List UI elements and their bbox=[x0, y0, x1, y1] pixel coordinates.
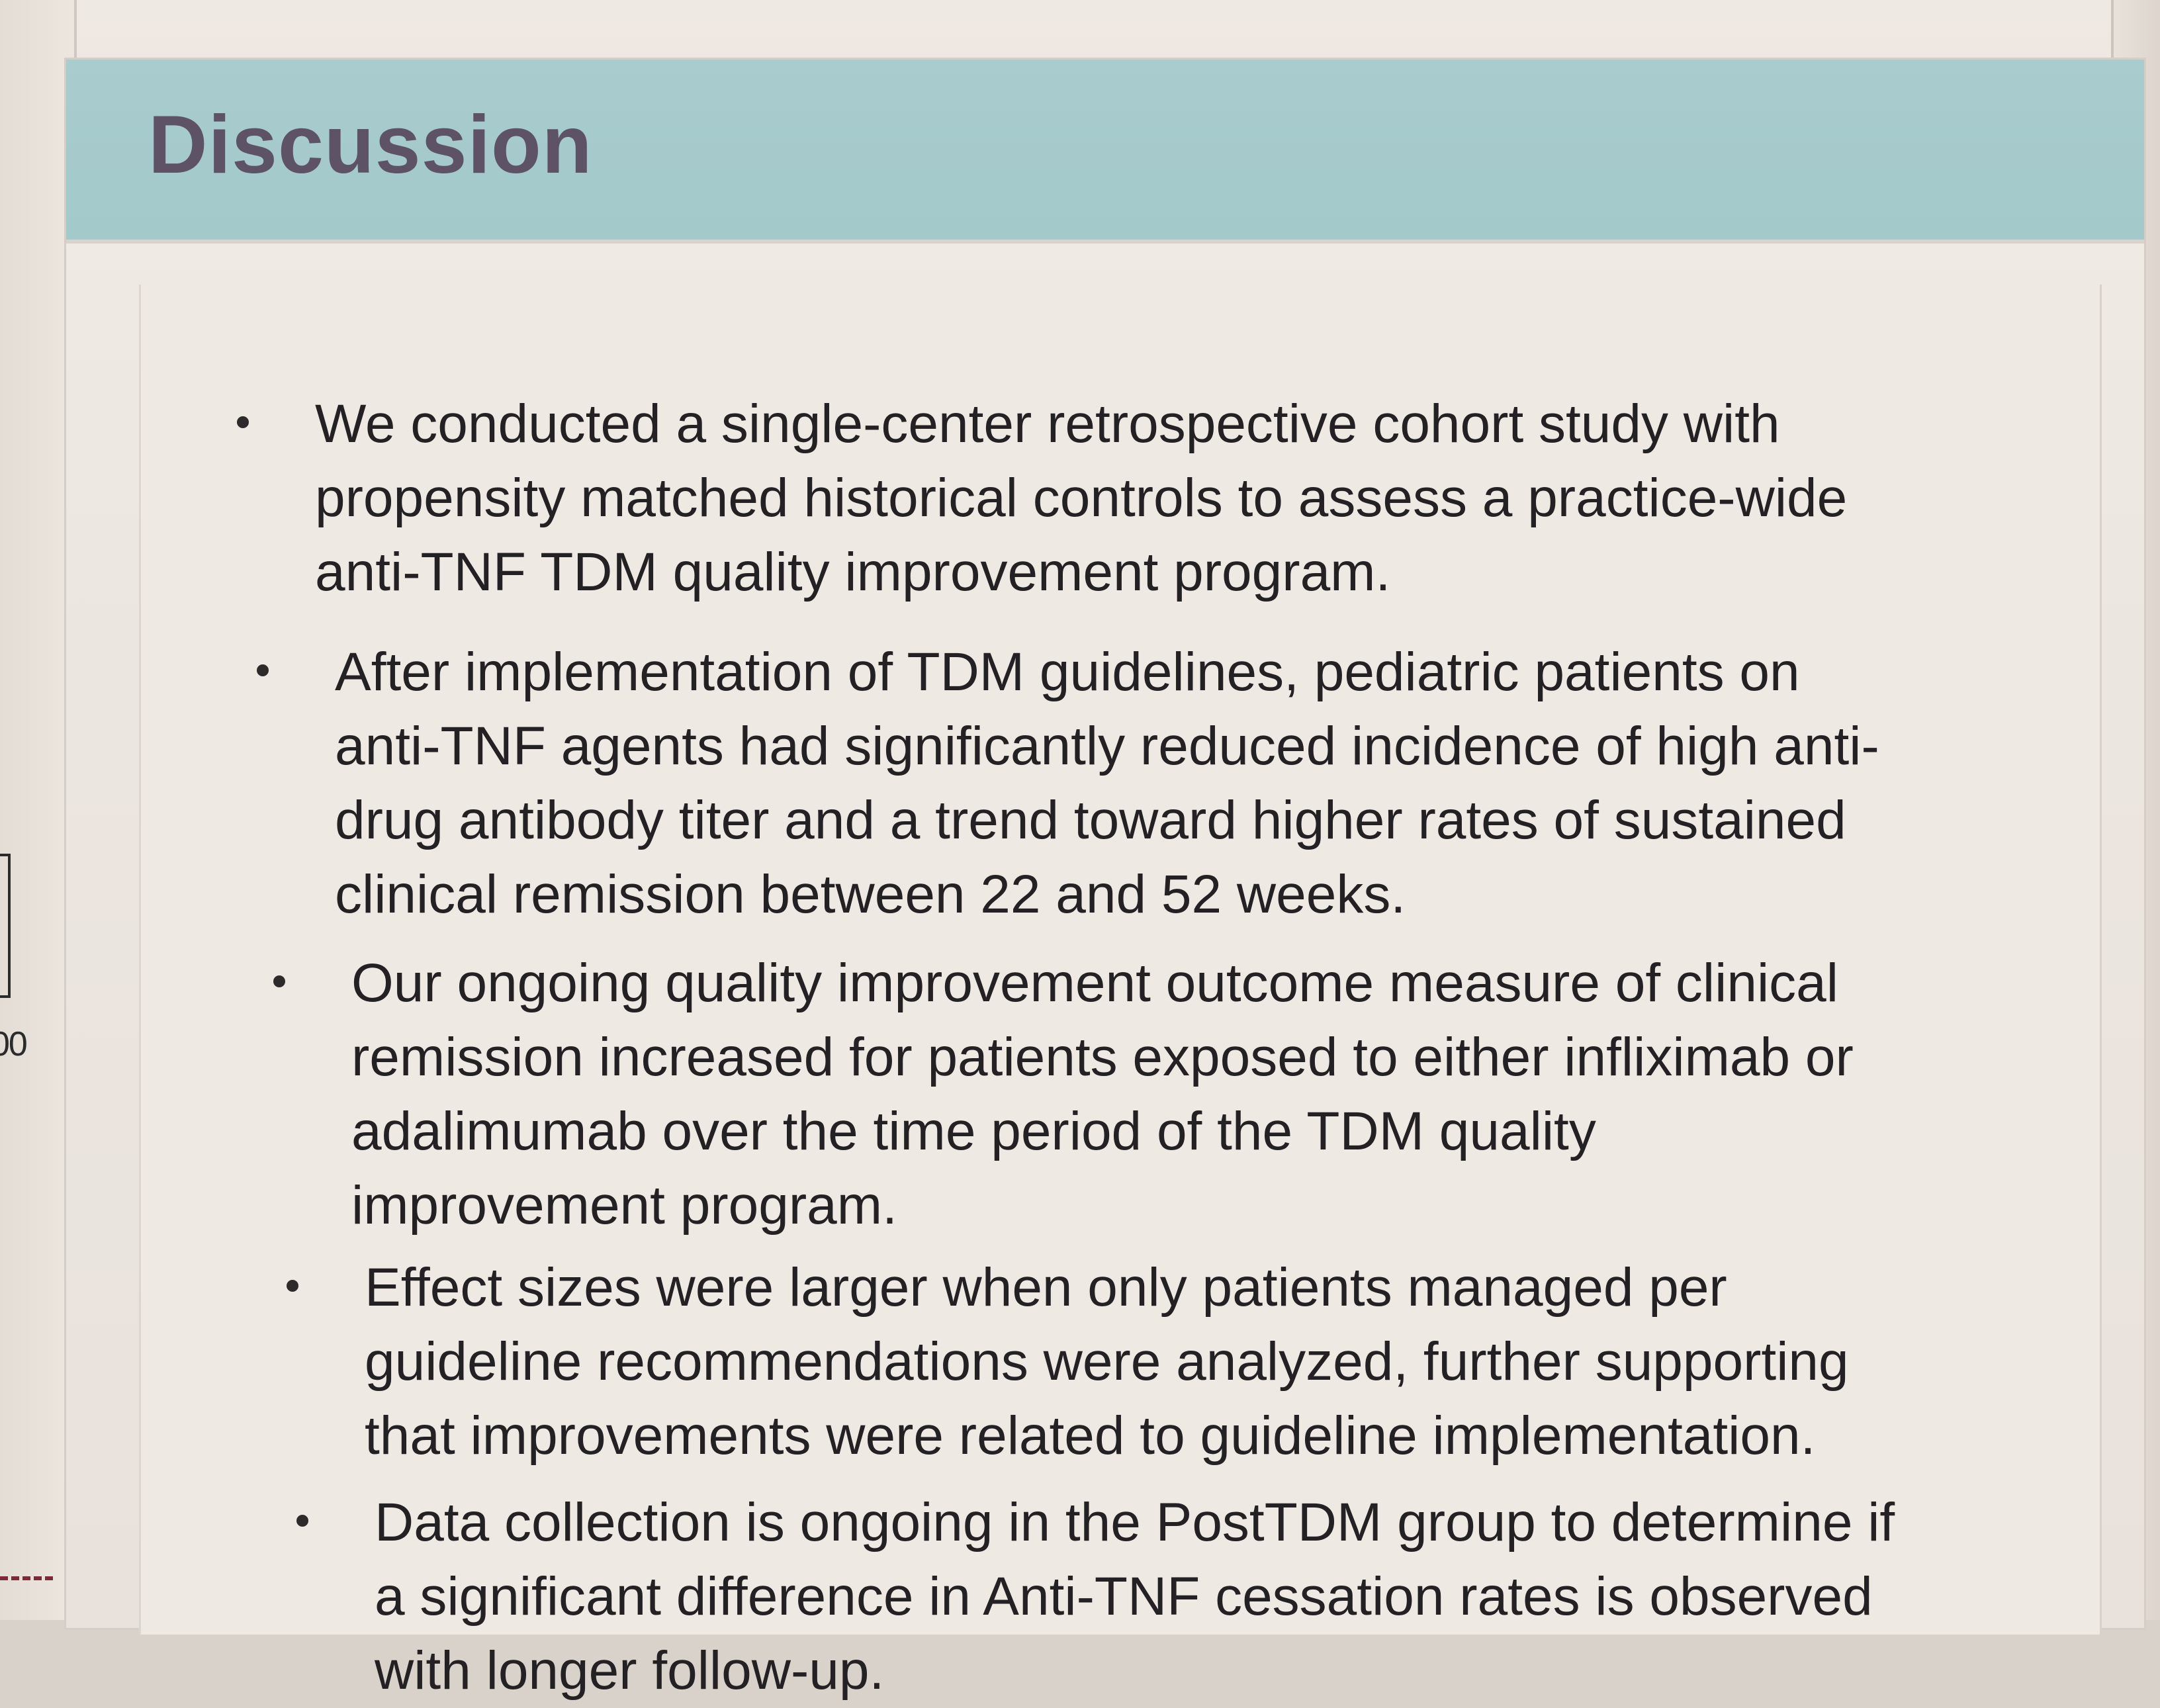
bullet-item: Effect sizes were larger when only patie… bbox=[287, 1251, 1849, 1473]
discussion-poster-section: Discussion We conducted a single-center … bbox=[66, 60, 2144, 1701]
bullet-dot-icon bbox=[287, 1280, 298, 1292]
adjacent-chart-box-edge bbox=[0, 854, 11, 998]
bullet-text: We conducted a single-center retrospecti… bbox=[315, 394, 1848, 602]
adjacent-poster-panel: 00 bbox=[0, 0, 77, 1620]
bullet-text: After implementation of TDM guidelines, … bbox=[335, 642, 1879, 924]
adjacent-legend-dash bbox=[0, 1576, 53, 1580]
adjacent-axis-fragment: 00 bbox=[0, 1025, 28, 1063]
section-heading: Discussion bbox=[148, 99, 593, 191]
bullet-item: After implementation of TDM guidelines, … bbox=[257, 635, 1879, 932]
bullet-dot-icon bbox=[237, 416, 249, 428]
section-header-band: Discussion bbox=[66, 60, 2144, 244]
bullet-item: Data collection is ongoing in the PostTD… bbox=[296, 1486, 1895, 1708]
bullet-text: Data collection is ongoing in the PostTD… bbox=[375, 1492, 1895, 1701]
bullet-dot-icon bbox=[296, 1515, 308, 1527]
bullet-dot-icon bbox=[273, 975, 285, 987]
bullet-dot-icon bbox=[257, 664, 269, 676]
bullet-text: Effect sizes were larger when only patie… bbox=[365, 1257, 1849, 1466]
bullet-text: Our ongoing quality improvement outcome … bbox=[351, 953, 1854, 1236]
bullet-item: Our ongoing quality improvement outcome … bbox=[273, 946, 1854, 1243]
discussion-content-panel: We conducted a single-center retrospecti… bbox=[139, 285, 2102, 1701]
bullet-item: We conducted a single-center retrospecti… bbox=[237, 387, 1847, 609]
